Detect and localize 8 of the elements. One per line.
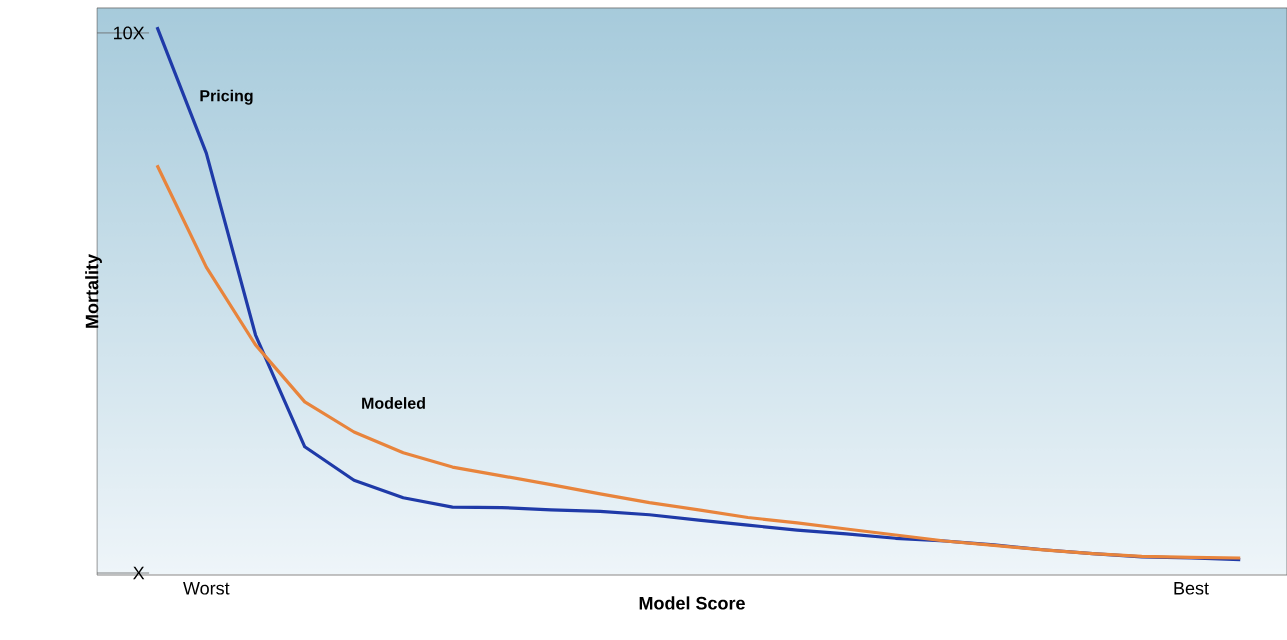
annotation: X — [133, 566, 145, 580]
x-tick-label: Best — [1174, 582, 1209, 595]
series-label: Modeled — [362, 397, 425, 409]
annotation: 10X — [114, 26, 145, 40]
x-tick-label: Worst — [183, 582, 230, 595]
x-axis-title: Model Score — [639, 596, 745, 610]
series-label: Pricing — [200, 89, 253, 105]
y-axis-title: Mortality — [85, 254, 102, 328]
